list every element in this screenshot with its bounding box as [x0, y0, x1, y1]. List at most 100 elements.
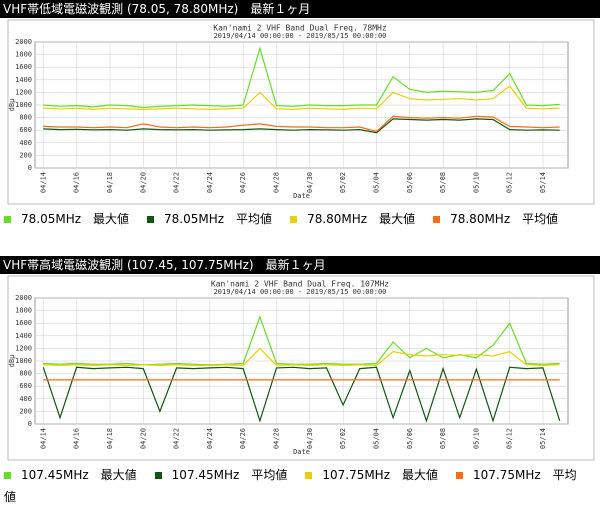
legend-item: 78.80MHz 最大値 [290, 212, 415, 226]
x-tick-label: 05/02 [339, 172, 347, 193]
x-tick-label: 04/22 [173, 428, 181, 449]
series-line [43, 85, 560, 111]
x-tick-label: 04/20 [139, 428, 147, 449]
legend-item: 78.80MHz 平均値 [433, 212, 558, 226]
legend-label: 107.45MHz 平均値 [171, 468, 288, 482]
x-tick-label: 04/24 [206, 428, 214, 449]
y-tick-label: 1000 [15, 357, 32, 365]
y-tick-label: 1200 [15, 344, 32, 352]
chart-title: Kan'nami 2 VHF Band Dual Freq. 107MHz [211, 280, 389, 289]
legend-swatch [154, 472, 162, 479]
panel: VHF帯低域電磁波観測 (78.05, 78.80MHz) 最新１ヶ月 Kan'n… [0, 0, 600, 256]
x-tick-label: 04/24 [206, 172, 214, 193]
series-line [43, 347, 560, 367]
x-tick-label: 05/06 [406, 172, 414, 193]
x-tick-label: 05/14 [539, 172, 547, 193]
y-tick-label: 1600 [15, 63, 32, 71]
x-tick-label: 05/08 [439, 172, 447, 193]
panel-header: VHF帯高域電磁波観測 (107.45, 107.75MHz) 最新１ヶ月 [0, 256, 600, 274]
x-tick-label: 04/18 [106, 428, 114, 449]
y-tick-label: 1400 [15, 76, 32, 84]
series-line [43, 115, 560, 133]
legend-label: 107.75MHz 最大値 [322, 468, 439, 482]
x-tick-label: 05/12 [506, 172, 514, 193]
legend-label: 78.05MHz 最大値 [21, 212, 130, 226]
chart: Kan'nami 2 VHF Band Dual Freq. 107MHz201… [7, 275, 595, 461]
chart-subtitle: 2019/04/14 00:00:00 - 2019/05/15 00:00:0… [214, 32, 387, 40]
x-tick-label: 05/04 [372, 428, 380, 449]
legend-item: 107.75MHz 最大値 [305, 468, 438, 482]
legend-item: 107.75MHz 平均値 [4, 468, 577, 504]
y-tick-label: 1800 [15, 307, 32, 315]
legend-swatch [433, 216, 441, 223]
y-tick-label: 600 [19, 382, 32, 390]
x-tick-label: 04/30 [306, 172, 314, 193]
legend-item: 78.05MHz 平均値 [147, 212, 272, 226]
legend-label: 78.05MHz 平均値 [164, 212, 273, 226]
legend-label: 107.45MHz 最大値 [21, 468, 137, 482]
y-tick-label: 600 [19, 126, 32, 134]
x-tick-label: 04/28 [273, 172, 281, 193]
y-axis-label: dBμ [8, 98, 16, 111]
y-tick-label: 200 [19, 407, 32, 415]
legend: 107.45MHz 最大値 107.45MHz 平均値 107.75MHz 最大値 1… [0, 464, 600, 512]
y-tick-label: 2000 [15, 38, 32, 46]
x-tick-label: 05/12 [506, 428, 514, 449]
legend-swatch [456, 472, 464, 479]
y-tick-label: 1000 [15, 101, 32, 109]
y-tick-label: 1400 [15, 332, 32, 340]
legend-swatch [305, 472, 313, 479]
x-tick-label: 04/14 [39, 172, 47, 193]
legend-swatch [4, 472, 11, 479]
x-tick-label: 04/26 [239, 172, 247, 193]
panel: VHF帯高域電磁波観測 (107.45, 107.75MHz) 最新１ヶ月 Kan… [0, 256, 600, 512]
series-line [43, 315, 560, 366]
x-tick-label: 04/28 [273, 428, 281, 449]
y-tick-label: 1200 [15, 88, 32, 96]
x-tick-label: 05/08 [439, 428, 447, 449]
legend-item: 78.05MHz 最大値 [4, 212, 129, 226]
x-tick-label: 04/26 [239, 428, 247, 449]
x-tick-label: 04/14 [39, 428, 47, 449]
y-tick-label: 800 [19, 370, 32, 378]
x-tick-label: 05/10 [472, 428, 480, 449]
series-line [43, 118, 560, 134]
legend-label: 107.75MHz 平均値 [4, 468, 577, 504]
x-tick-label: 05/04 [372, 172, 380, 193]
x-tick-label: 04/20 [139, 172, 147, 193]
y-tick-label: 0 [28, 420, 32, 428]
x-tick-label: 05/10 [472, 172, 480, 193]
y-tick-label: 0 [28, 164, 32, 172]
x-tick-label: 05/14 [539, 428, 547, 449]
legend-label: 78.80MHz 平均値 [450, 212, 559, 226]
x-axis-label: Date [293, 192, 310, 200]
legend: 78.05MHz 最大値 78.05MHz 平均値 78.80MHz 最大値 78.8… [0, 208, 600, 256]
y-tick-label: 800 [19, 114, 32, 122]
x-tick-label: 04/16 [73, 172, 81, 193]
y-tick-label: 400 [19, 395, 32, 403]
y-axis-label: dBμ [8, 354, 16, 367]
legend-swatch [4, 216, 11, 223]
x-tick-label: 05/06 [406, 428, 414, 449]
x-tick-label: 04/22 [173, 172, 181, 193]
y-tick-label: 2000 [15, 294, 32, 302]
chart-subtitle: 2019/04/14 00:00:00 - 2019/05/15 00:00:0… [214, 288, 387, 296]
x-tick-label: 04/18 [106, 172, 114, 193]
series-line [43, 46, 560, 109]
y-tick-label: 1800 [15, 51, 32, 59]
legend-swatch [290, 216, 298, 223]
chart: Kan'nami 2 VHF Band Dual Freq. 78MHz2019… [7, 19, 595, 205]
legend-swatch [147, 216, 155, 223]
panel-header: VHF帯低域電磁波観測 (78.05, 78.80MHz) 最新１ヶ月 [0, 0, 600, 18]
x-tick-label: 04/16 [73, 428, 81, 449]
x-tick-label: 04/30 [306, 428, 314, 449]
x-tick-label: 05/02 [339, 428, 347, 449]
series-line [42, 366, 561, 423]
legend-item: 107.45MHz 最大値 [4, 468, 137, 482]
legend-item: 107.45MHz 平均値 [154, 468, 288, 482]
x-axis-label: Date [293, 448, 310, 456]
y-tick-label: 400 [19, 139, 32, 147]
y-tick-label: 1600 [15, 319, 32, 327]
